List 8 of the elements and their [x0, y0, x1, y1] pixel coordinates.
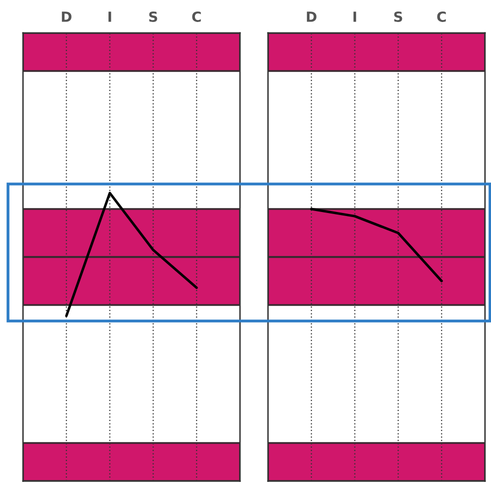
x-tick-label: D [306, 12, 316, 22]
x-tick-label: D [62, 12, 72, 22]
x-tick-label: I [108, 12, 112, 22]
x-tick-label: S [149, 11, 158, 22]
x-tick-label: I [353, 12, 356, 22]
x-tick-label: C [437, 11, 446, 22]
x-tick-label: C [192, 11, 201, 22]
x-tick-label: S [394, 11, 402, 22]
